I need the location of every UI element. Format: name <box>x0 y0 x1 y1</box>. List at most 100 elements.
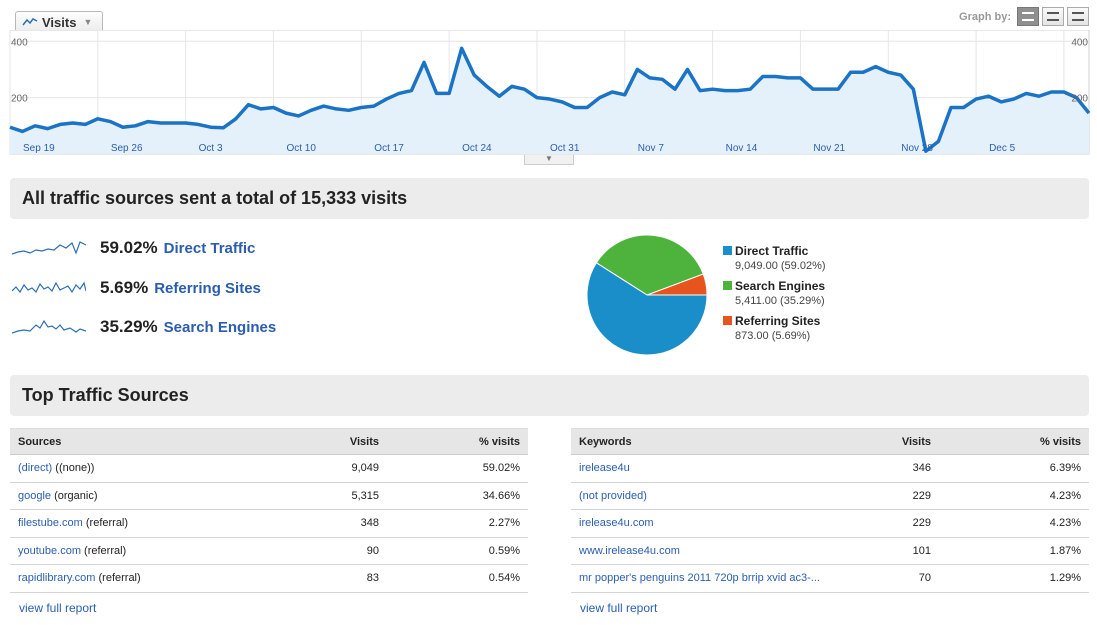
source-pct: 0.54% <box>387 564 528 593</box>
keyword-visits: 346 <box>839 454 939 483</box>
x-tick-label: Oct 24 <box>462 143 492 154</box>
search-engines-link[interactable]: Search Engines <box>163 318 277 336</box>
referring-percent: 5.69% <box>100 278 149 297</box>
summary-row-referring: 5.69% Referring Sites <box>12 276 261 300</box>
visits-series-line <box>9 46 1091 153</box>
keyword-visits-col-header[interactable]: Visits <box>839 428 939 455</box>
keyword-visits: 229 <box>839 509 939 538</box>
keyword-visits: 101 <box>839 537 939 565</box>
collapse-chart-handle[interactable]: ▼ <box>524 155 574 165</box>
keyword-link[interactable]: (not provided) <box>579 489 647 502</box>
keyword-pct: 4.23% <box>939 482 1089 510</box>
keyword-link[interactable]: www.irelease4u.com <box>579 544 680 557</box>
x-tick-label: Oct 17 <box>374 143 404 154</box>
source-medium: (organic) <box>51 489 98 502</box>
keywords-col-header[interactable]: Keywords <box>571 428 839 455</box>
top-sources-title: Top Traffic Sources <box>22 385 189 405</box>
keyword-link[interactable]: irelease4u.com <box>579 517 654 530</box>
referring-sites-link[interactable]: Referring Sites <box>154 279 261 297</box>
sources-header-row: Sources Visits % visits <box>10 428 528 455</box>
table-row: filestube.com (referral) 348 2.27% <box>10 509 528 538</box>
graph-by-month-button[interactable] <box>1067 7 1089 26</box>
table-row: (direct) ((none)) 9,049 59.02% <box>10 454 528 483</box>
x-tick-label: Nov 21 <box>813 143 845 154</box>
search-percent: 35.29% <box>100 317 158 336</box>
keyword-link[interactable]: irelease4u <box>579 462 630 475</box>
direct-traffic-link[interactable]: Direct Traffic <box>163 239 256 257</box>
keyword-link[interactable]: mr popper's penguins 2011 720p brrip xvi… <box>579 572 820 585</box>
top-sources-header: Top Traffic Sources <box>10 375 1089 416</box>
y-tick-label: 400 <box>11 37 28 48</box>
x-tick-label: Nov 7 <box>638 143 665 154</box>
source-medium: (referral) <box>95 572 141 585</box>
legend-referring-value: 873.00 (5.69%) <box>735 330 811 342</box>
source-link[interactable]: rapidlibrary.com <box>18 572 96 585</box>
source-visits: 5,315 <box>270 482 387 510</box>
keywords-table: Keywords Visits % visits irelease4u 346 … <box>571 428 1089 593</box>
table-row: www.irelease4u.com 101 1.87% <box>571 537 1089 565</box>
table-row: (not provided) 229 4.23% <box>571 482 1089 510</box>
y-tick-label: 200 <box>1071 94 1088 105</box>
x-tick-label: Nov 14 <box>726 143 758 154</box>
graph-by-controls: Graph by: <box>959 7 1089 26</box>
x-tick-label: Nov 28 <box>901 143 933 154</box>
source-link[interactable]: (direct) <box>18 462 53 475</box>
x-tick-label: Sep 26 <box>111 143 143 154</box>
table-row: irelease4u.com 229 4.23% <box>571 509 1089 538</box>
direct-percent: 59.02% <box>100 238 158 257</box>
legend-swatch-search <box>723 281 732 290</box>
week-icon <box>1047 12 1059 21</box>
source-visits: 83 <box>270 564 387 593</box>
day-icon <box>1022 12 1034 21</box>
keyword-visits: 229 <box>839 482 939 510</box>
source-medium: (referral) <box>82 517 129 530</box>
source-medium: (referral) <box>80 544 127 557</box>
keyword-pct: 4.23% <box>939 509 1089 538</box>
x-tick-label: Oct 10 <box>286 143 316 154</box>
legend-swatch-direct <box>723 246 732 255</box>
graph-by-week-button[interactable] <box>1042 7 1064 26</box>
direct-sparkline-icon <box>12 241 86 255</box>
x-tick-label: Sep 19 <box>23 143 55 154</box>
visits-area <box>10 48 1089 154</box>
graph-by-day-button[interactable] <box>1017 7 1039 26</box>
legend-search-value: 5,411.00 (35.29%) <box>735 295 825 307</box>
source-pct: 0.59% <box>387 537 528 565</box>
keywords-view-full-report-link[interactable]: view full report <box>580 601 658 615</box>
source-visits: 90 <box>270 537 387 565</box>
keyword-pct-col-header[interactable]: % visits <box>939 428 1089 455</box>
month-icon <box>1072 12 1084 21</box>
table-row: google (organic) 5,315 34.66% <box>10 482 528 510</box>
source-link[interactable]: filestube.com <box>18 517 83 530</box>
legend-direct: Direct Traffic 9,049.00 (59.02%) <box>723 244 826 272</box>
source-medium: ((none)) <box>52 462 95 475</box>
legend-referring: Referring Sites 873.00 (5.69%) <box>723 314 820 342</box>
legend-direct-name: Direct Traffic <box>735 244 809 258</box>
y-tick-label: 400 <box>1071 37 1088 48</box>
sources-view-full-report-link[interactable]: view full report <box>19 601 97 615</box>
source-pct: 59.02% <box>387 454 528 483</box>
source-pct: 34.66% <box>387 482 528 510</box>
legend-search-name: Search Engines <box>735 279 826 293</box>
keyword-pct: 1.29% <box>939 564 1089 593</box>
legend-swatch-referring <box>723 316 732 325</box>
chevron-down-icon: ▼ <box>83 17 93 27</box>
legend-referring-name: Referring Sites <box>735 314 821 328</box>
keyword-pct: 1.87% <box>939 537 1089 565</box>
pie-slice-direct <box>586 262 708 356</box>
visits-metric-dropdown[interactable]: Visits ▼ <box>15 11 103 32</box>
visits-line-chart: 400 400 200 200 Sep 19 Sep 26 Oct 3 Oct 10 Oct 1… <box>9 30 1091 155</box>
source-visits: 348 <box>270 509 387 538</box>
graph-by-label: Graph by: <box>959 10 1011 23</box>
source-pct: 2.27% <box>387 509 528 538</box>
pct-visits-col-header[interactable]: % visits <box>387 428 528 455</box>
legend-direct-value: 9,049.00 (59.02%) <box>735 260 826 272</box>
table-row: mr popper's penguins 2011 720p brrip xvi… <box>571 564 1089 593</box>
visits-col-header[interactable]: Visits <box>270 428 387 455</box>
sources-col-header[interactable]: Sources <box>10 428 270 455</box>
x-tick-label: Oct 3 <box>199 143 223 154</box>
x-tick-label: Oct 31 <box>550 143 580 154</box>
summary-row-search: 35.29% Search Engines <box>12 315 276 339</box>
source-link[interactable]: youtube.com <box>18 544 81 557</box>
source-link[interactable]: google <box>18 489 52 502</box>
